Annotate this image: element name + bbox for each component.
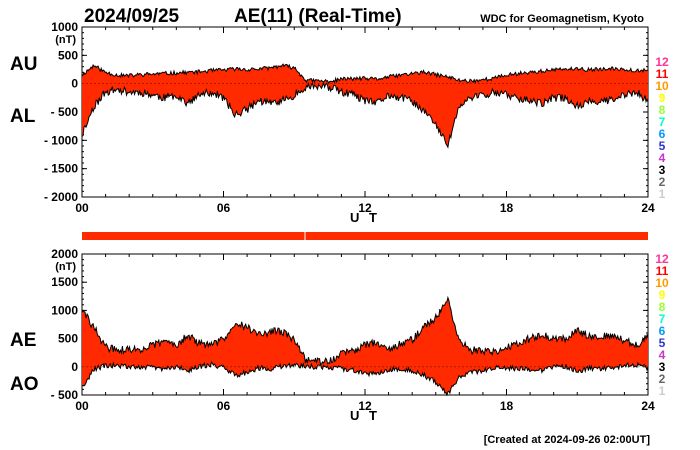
- y-tick-label: - 1000: [44, 133, 78, 147]
- y-tick-label: 2000: [51, 247, 78, 261]
- station-count-1: 1: [659, 187, 666, 201]
- plot-frame: [81, 26, 649, 198]
- station-count-11: 11: [656, 67, 669, 81]
- y-tick-label: 1500: [51, 275, 78, 289]
- x-tick-label: 18: [500, 399, 514, 413]
- station-count-7: 7: [659, 312, 666, 326]
- station-count-12: 12: [655, 55, 669, 69]
- envelope-fill: [82, 64, 648, 148]
- station-count-4: 4: [659, 151, 666, 165]
- plot-frame: [81, 253, 649, 396]
- x-tick-label: 12: [358, 399, 372, 413]
- x-tick-label: 00: [75, 201, 89, 215]
- x-axis-label: U T: [350, 210, 380, 225]
- x-tick-label: 06: [217, 399, 231, 413]
- station-count-9: 9: [659, 91, 666, 105]
- y-tick-label: 0: [71, 360, 78, 374]
- x-tick-label: 06: [217, 201, 231, 215]
- data-source-label: WDC for Geomagnetism, Kyoto: [480, 13, 644, 25]
- station-count-3: 3: [659, 163, 666, 177]
- series-label-ae: AE: [10, 330, 36, 351]
- au-al-panel: 1000 500 0 - 500 - 1000 - 1500 - 2000 (nT) 00 06 1…: [10, 20, 655, 225]
- station-count-8: 8: [659, 103, 666, 117]
- y-unit-label: (nT): [55, 34, 76, 46]
- station-count-12: 12: [655, 252, 669, 266]
- x-tick-label: 00: [75, 399, 89, 413]
- plot-title: AE(11) (Real-Time): [234, 6, 402, 27]
- x-tick-label: 24: [641, 201, 655, 215]
- ae-ao-panel: 2000 1500 1000 500 0 - 500 (nT) 00 06 12 18 24 U T AE…: [10, 247, 655, 423]
- y-tick-label: 0: [71, 77, 78, 91]
- station-count-4: 4: [659, 348, 666, 362]
- x-tick-label: 24: [641, 399, 655, 413]
- data-coverage-bar: [82, 232, 648, 240]
- series-line-ao: [81, 360, 649, 397]
- y-tick-label: 1000: [51, 303, 78, 317]
- series-line-au: [81, 63, 648, 85]
- y-tick-label: - 1500: [44, 162, 78, 176]
- series-label-al: AL: [10, 106, 36, 127]
- series-label-ao: AO: [10, 374, 39, 395]
- series-line-al: [81, 81, 649, 149]
- station-count-10: 10: [655, 79, 669, 93]
- station-count-10: 10: [655, 276, 669, 290]
- y-unit-label: (nT): [55, 261, 76, 273]
- x-tick-label: 18: [500, 201, 514, 215]
- station-count-1: 1: [659, 384, 666, 398]
- station-count-7: 7: [659, 115, 666, 129]
- station-count-11: 11: [656, 264, 669, 278]
- station-count-3: 3: [659, 360, 666, 374]
- created-timestamp: [Created at 2024-09-26 02:00UT]: [484, 434, 651, 446]
- y-tick-label: 1000: [51, 20, 78, 34]
- series-label-au: AU: [10, 54, 37, 75]
- station-count-9: 9: [659, 288, 666, 302]
- plot-date: 2024/09/25: [84, 6, 180, 27]
- y-tick-label: 500: [58, 332, 78, 346]
- station-count-8: 8: [659, 300, 666, 314]
- y-tick-label: 500: [58, 48, 78, 62]
- series-line-ae: [81, 295, 649, 365]
- x-axis-label: U T: [350, 408, 380, 423]
- y-tick-label: - 500: [51, 105, 79, 119]
- station-count-6: 6: [659, 127, 666, 141]
- envelope-fill: [82, 297, 648, 395]
- y-tick-label: - 2000: [44, 190, 78, 204]
- station-count-2: 2: [659, 372, 666, 386]
- station-count-6: 6: [659, 324, 666, 338]
- station-count-2: 2: [659, 175, 666, 189]
- y-tick-label: - 500: [51, 388, 79, 402]
- station-count-5: 5: [659, 139, 666, 153]
- station-count-5: 5: [659, 336, 666, 350]
- x-tick-label: 12: [358, 201, 372, 215]
